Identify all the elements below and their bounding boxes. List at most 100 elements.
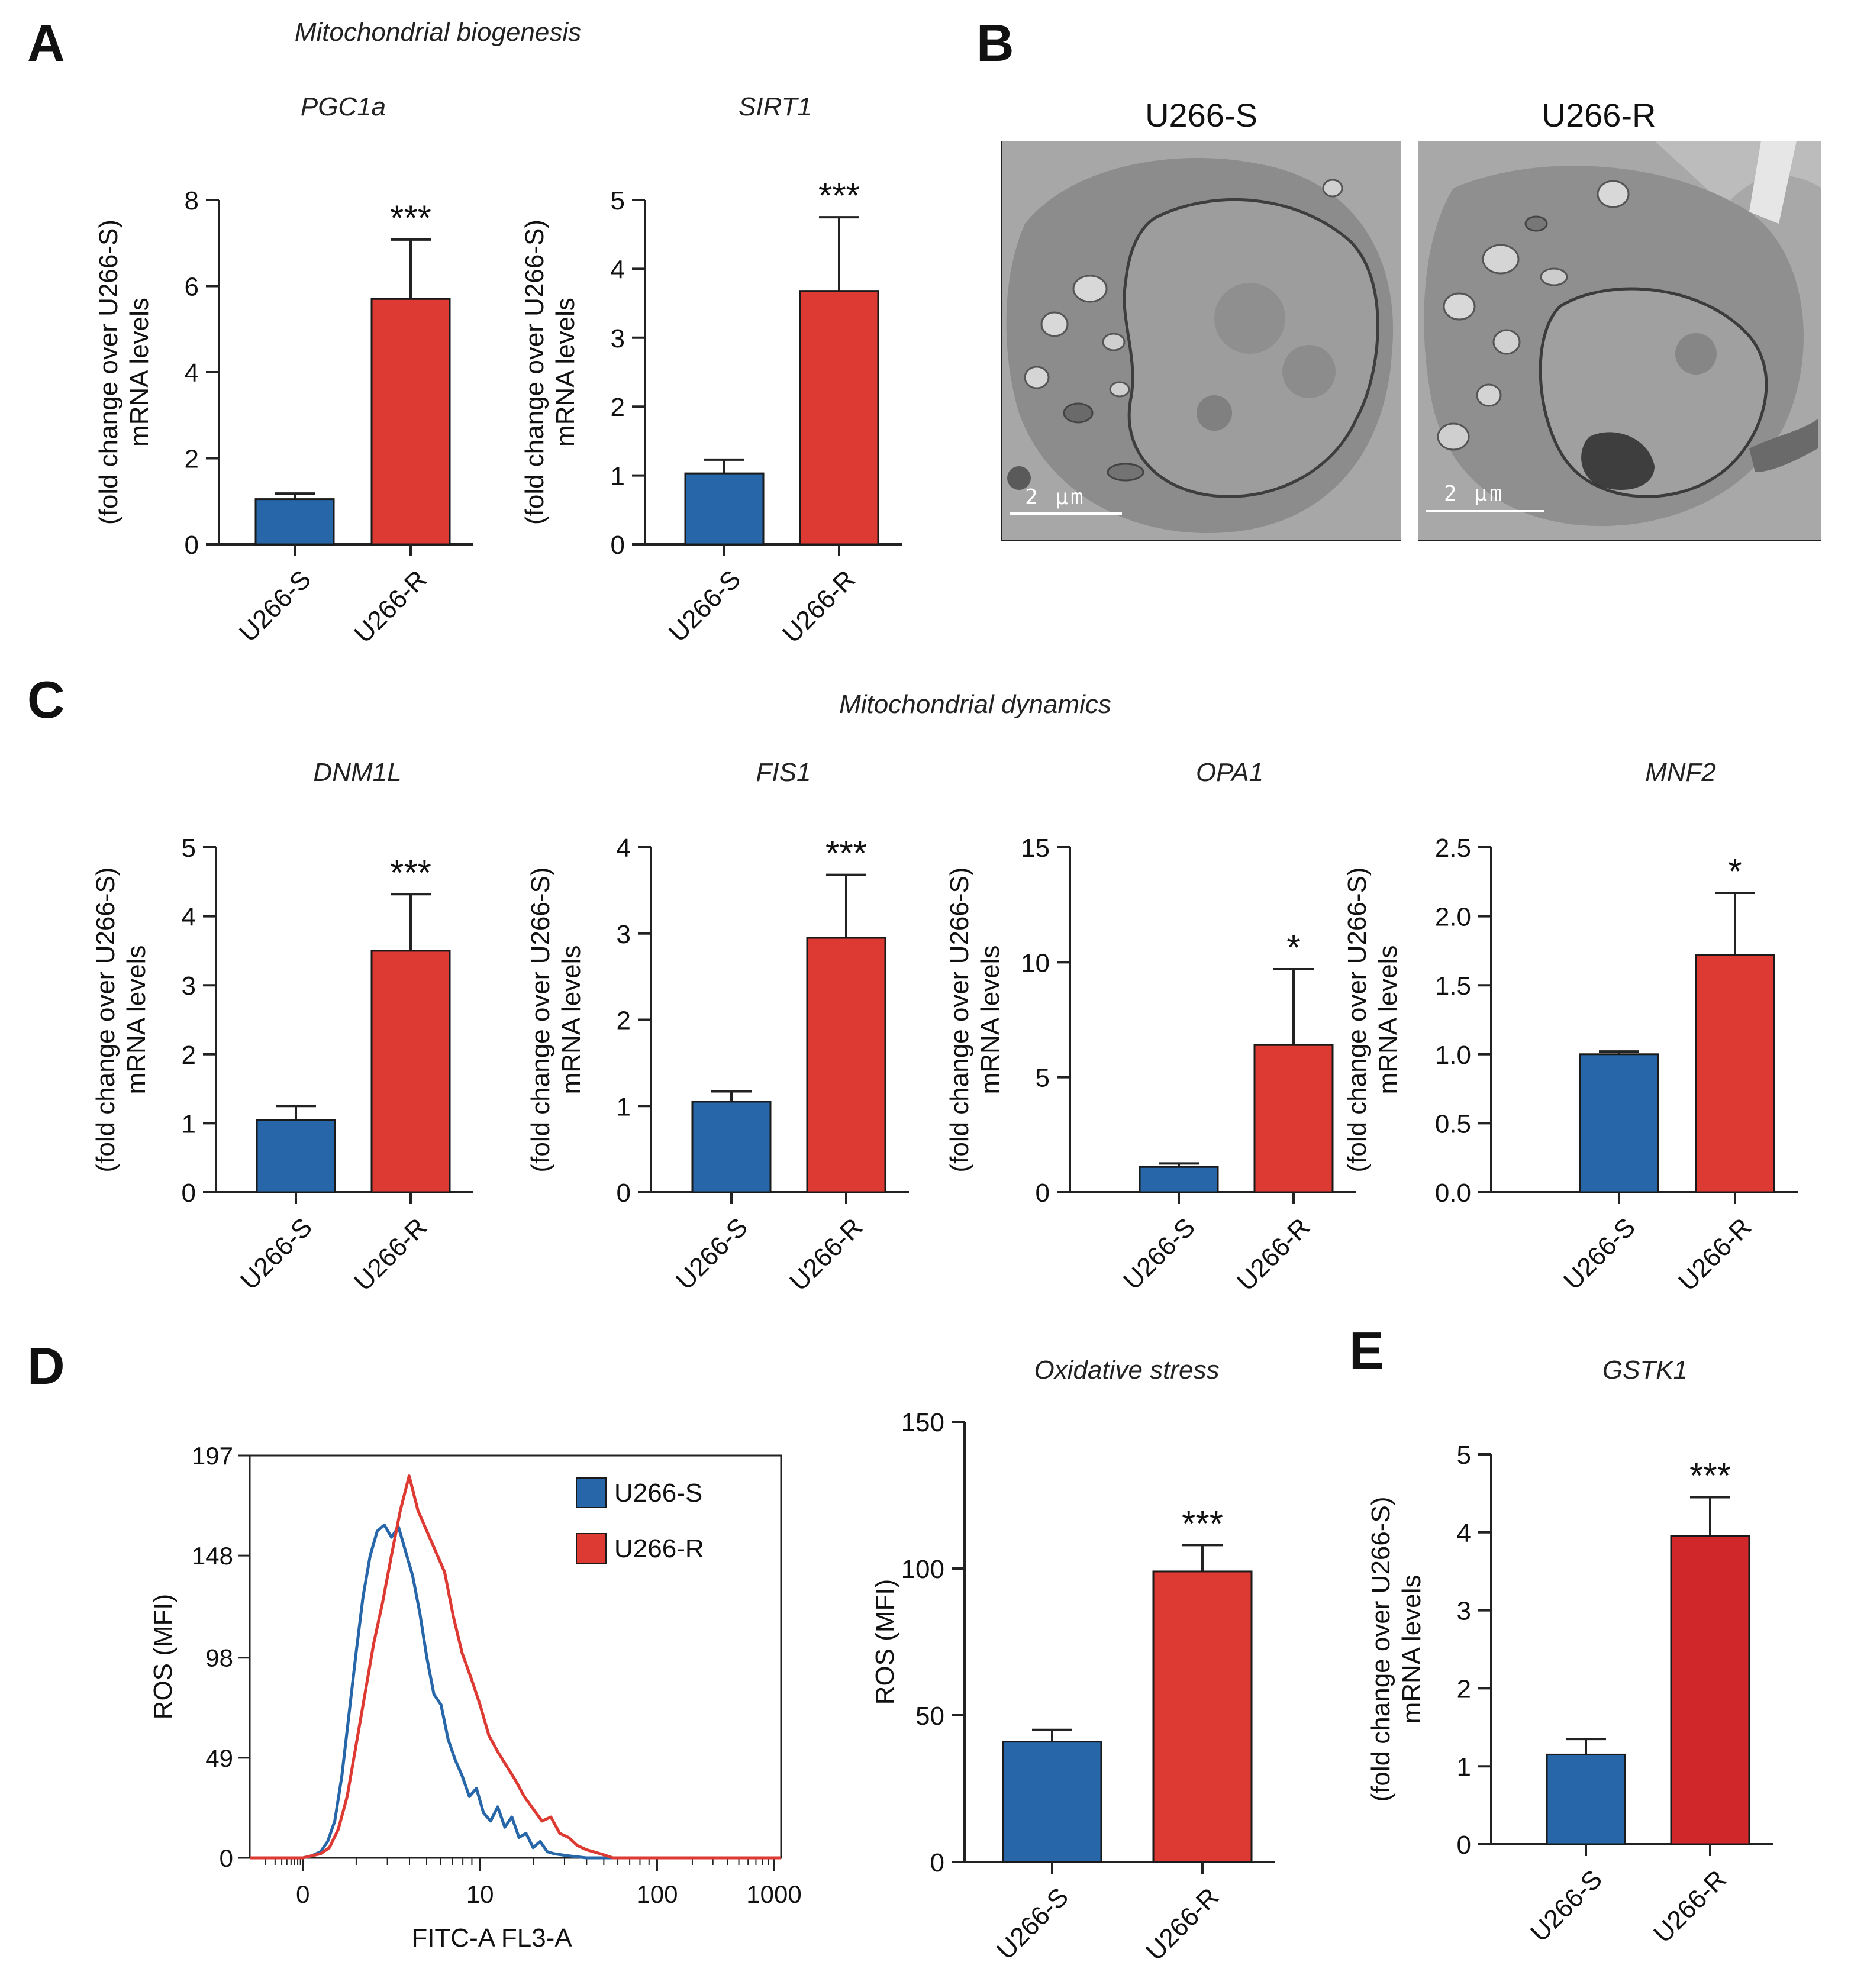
x-tick-label: U266-S <box>1118 1212 1201 1295</box>
y-tick-label: 0 <box>220 1844 233 1872</box>
x-tick-label: U266-S <box>991 1882 1074 1965</box>
chart-ros_hist: 0 49 98 148 197 ROS (MFI) 0 10 100 1000 FITC-A FL3… <box>149 1442 802 1952</box>
x-tick-label: U266-R <box>349 564 433 648</box>
y-tick-label: 98 <box>205 1644 233 1672</box>
y-tick-label: 3 <box>611 324 625 353</box>
x-tick-label: 0 <box>296 1880 309 1908</box>
panel-letter-b: B <box>976 14 1014 72</box>
y-axis-label: mRNA levels <box>557 945 586 1095</box>
panel-letter-a: A <box>27 14 65 72</box>
legend-label: U266-R <box>614 1534 704 1563</box>
y-axis-label: ROS (MFI) <box>149 1594 178 1720</box>
x-tick-label: U266-R <box>1231 1212 1315 1296</box>
y-axis-label: (fold change over U266-S) <box>94 220 123 525</box>
panel-letter-d: D <box>27 1337 65 1395</box>
chart-title: Oxidative stress <box>1034 1356 1220 1384</box>
y-tick-label: 15 <box>1021 834 1050 863</box>
chart-pgc1a: PGC1a 0 2 4 6 8 mRNA levels(fold change over U… <box>94 92 473 648</box>
y-tick-label: 49 <box>205 1744 233 1772</box>
em-image-u266-s: 2 µm <box>1001 141 1401 541</box>
y-tick-label: 5 <box>1036 1064 1050 1093</box>
chart-title: SIRT1 <box>739 92 812 121</box>
y-tick-label: 197 <box>192 1442 233 1470</box>
chart-title: DNM1L <box>313 758 401 787</box>
y-tick-label: 2.0 <box>1435 903 1471 932</box>
scale-bar-s <box>1010 512 1122 515</box>
panel-letter-c: C <box>27 670 65 729</box>
significance-label: *** <box>818 176 860 215</box>
scale-text-s: 2 µm <box>1025 485 1086 509</box>
y-tick-label: 6 <box>185 273 199 302</box>
em-label-s: U266-S <box>1145 96 1257 134</box>
y-tick-label: 5 <box>1457 1441 1471 1470</box>
x-tick-label: U266-R <box>784 1212 868 1296</box>
y-tick-label: 2 <box>611 393 625 422</box>
chart-sirt1: SIRT1 0 1 2 3 4 5 mRNA levels(fold change over … <box>520 92 902 648</box>
legend-label: U266-S <box>614 1479 702 1508</box>
y-tick-label: 5 <box>182 834 196 863</box>
chart-title: GSTK1 <box>1602 1356 1688 1384</box>
bar-u266-r <box>799 290 879 546</box>
x-tick-label: 1000 <box>746 1880 801 1908</box>
bar-u266-r <box>1670 1535 1750 1845</box>
em-micrograph-s <box>1001 141 1401 541</box>
bar-u266-s <box>1579 1053 1659 1193</box>
chart-fis1: FIS1 0 1 2 3 4 mRNA levels(fold change over U2… <box>526 758 909 1296</box>
y-tick-label: 2 <box>182 1041 196 1070</box>
x-tick-label: U266-R <box>349 1212 433 1296</box>
y-tick-label: 1.0 <box>1435 1041 1471 1070</box>
x-tick-label: U266-R <box>777 564 861 648</box>
em-micrograph-r <box>1418 141 1821 541</box>
y-tick-label: 2.5 <box>1435 834 1471 863</box>
y-tick-label: 3 <box>617 920 631 949</box>
y-axis-label: mRNA levels <box>122 945 151 1095</box>
y-tick-label: 1 <box>1457 1753 1471 1782</box>
y-axis-label: (fold change over U266-S) <box>91 867 120 1172</box>
bar-u266-r <box>1152 1570 1253 1863</box>
y-tick-label: 1.5 <box>1435 972 1471 1001</box>
x-tick-label: U266-S <box>1525 1864 1608 1947</box>
bar-u266-s <box>1002 1741 1102 1863</box>
y-axis-label: (fold change over U266-S) <box>1343 867 1372 1172</box>
bar-u266-r <box>806 937 886 1193</box>
x-tick-label: U266-S <box>663 564 746 647</box>
y-tick-label: 4 <box>185 359 199 388</box>
y-tick-label: 5 <box>611 186 625 215</box>
x-tick-label: U266-S <box>670 1212 753 1295</box>
y-axis-label: mRNA levels <box>125 298 154 447</box>
bar-u266-r <box>370 298 451 546</box>
chart-dnm1l: DNM1L 0 1 2 3 4 5 mRNA levels(fold change over … <box>91 758 473 1296</box>
bar-u266-s <box>254 498 335 546</box>
bar-u266-s <box>1546 1753 1626 1845</box>
legend-swatch-u266-r <box>576 1533 607 1564</box>
plot-frame <box>249 1454 782 1859</box>
chart-gstk1: GSTK1 0 1 2 3 4 5 mRNA levels(fold change over … <box>1366 1356 1773 1948</box>
y-tick-label: 4 <box>1457 1519 1471 1548</box>
chart-opa1: OPA1 0 5 10 15 mRNA levels(fold change over U… <box>945 758 1356 1296</box>
y-tick-label: 3 <box>182 972 196 1001</box>
y-axis-label: mRNA levels <box>1373 945 1402 1095</box>
section-title-dynamics: Mitochondrial dynamics <box>839 690 1111 719</box>
y-tick-label: 0.5 <box>1435 1109 1471 1138</box>
significance-label: *** <box>825 834 867 873</box>
y-tick-label: 0 <box>611 531 625 560</box>
y-tick-label: 0 <box>1457 1831 1471 1860</box>
y-tick-label: 1 <box>617 1092 631 1121</box>
y-tick-label: 50 <box>915 1702 944 1731</box>
bar-u266-r <box>1253 1044 1334 1193</box>
y-tick-label: 150 <box>901 1408 944 1437</box>
y-tick-label: 4 <box>617 834 631 863</box>
bar-u266-s <box>256 1119 336 1193</box>
scale-bar-r <box>1426 510 1544 512</box>
y-tick-label: 100 <box>901 1555 944 1584</box>
y-axis-label: mRNA levels <box>1397 1575 1426 1724</box>
em-label-r: U266-R <box>1542 96 1656 134</box>
series-line-u266-r <box>250 1474 781 1860</box>
y-axis-label: (fold change over U266-S) <box>1366 1496 1395 1802</box>
y-axis-label: (fold change over U266-S) <box>526 867 555 1172</box>
x-tick-label: U266-S <box>234 564 317 647</box>
x-tick-label: 100 <box>636 1880 678 1908</box>
y-tick-label: 0 <box>1036 1179 1050 1208</box>
